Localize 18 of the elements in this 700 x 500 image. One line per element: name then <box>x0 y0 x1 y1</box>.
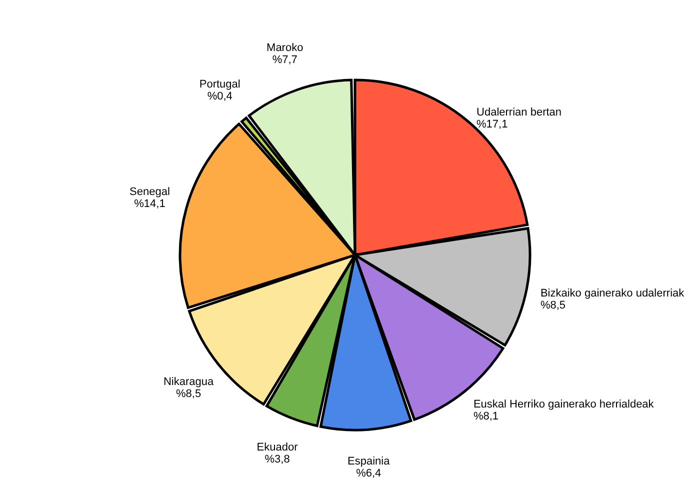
data-label: %14,1 <box>134 198 166 210</box>
slice-label: Nikaragua <box>163 376 215 388</box>
data-label: %8,5 <box>540 300 566 312</box>
slice-label: Espainia <box>348 456 391 468</box>
data-label: %8,1 <box>473 410 499 422</box>
slice-label: Bizkaiko gainerako udalerriak <box>540 288 685 300</box>
slice-label: Ekuador <box>256 441 298 454</box>
data-label: %8,5 <box>176 388 202 400</box>
slice-label: Senegal <box>130 186 170 198</box>
data-label: %17,1 <box>476 118 508 130</box>
slice-label: Udalerrian bertan <box>476 106 562 118</box>
data-label: %6,4 <box>356 468 382 480</box>
slice-label: Maroko <box>266 42 304 54</box>
data-label: %0,4 <box>207 90 232 102</box>
data-label: %7,7 <box>272 54 298 66</box>
slice-label: Portugal <box>199 78 240 90</box>
slice-label: Euskal Herriko gainerako herrialdeak <box>473 398 654 410</box>
data-label: %3,8 <box>264 453 290 466</box>
